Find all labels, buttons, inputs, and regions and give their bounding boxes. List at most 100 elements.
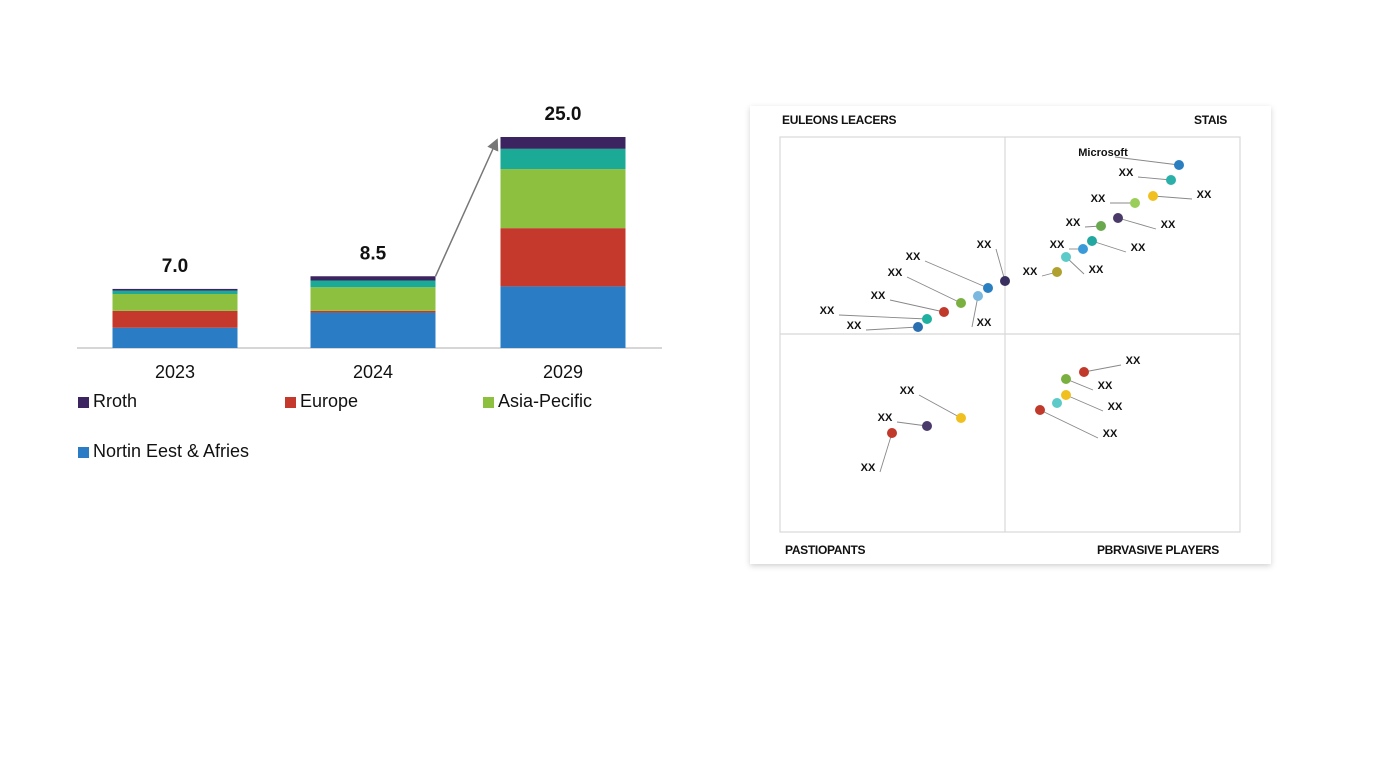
point	[1096, 221, 1106, 231]
legend-swatch	[78, 397, 89, 408]
connector	[924, 260, 989, 289]
legend-label: Nortin Eest & Afries	[93, 441, 249, 461]
point	[922, 421, 932, 431]
point	[973, 291, 983, 301]
legend-label: Asia-Pecific	[498, 391, 592, 411]
point	[1052, 398, 1062, 408]
bar-segment	[310, 280, 436, 288]
point-label: XX	[847, 320, 862, 332]
connector	[1065, 394, 1104, 412]
bar-segment	[500, 148, 626, 170]
bar-segment	[310, 276, 436, 281]
bar-segment	[310, 312, 436, 348]
point	[913, 322, 923, 332]
connector	[1039, 409, 1099, 439]
point	[1052, 267, 1062, 277]
bar-segment	[500, 228, 626, 287]
point-label: XX	[1131, 242, 1146, 254]
point	[1035, 405, 1045, 415]
point-label: XX	[1119, 167, 1134, 179]
x-tick-label: 2029	[543, 362, 583, 382]
growth-arrow	[434, 138, 499, 277]
point	[956, 298, 966, 308]
bar-segment	[310, 310, 436, 313]
total-label: 8.5	[360, 243, 387, 264]
point	[983, 283, 993, 293]
quadrant-label: PASTIOPANTS	[785, 543, 866, 557]
connector	[879, 432, 893, 473]
point-label: XX	[1091, 193, 1106, 205]
point-label: XX	[861, 462, 876, 474]
point	[1061, 252, 1071, 262]
quadrant-chart: EULEONS LEACERS STAIS PASTIOPANTS PBRVASIVE…	[750, 106, 1271, 564]
connector	[1137, 176, 1172, 181]
bar-segment	[112, 290, 238, 294]
bar-segment	[310, 287, 436, 311]
total-label: 7.0	[162, 256, 188, 277]
connector	[1091, 240, 1127, 253]
legend-swatch	[285, 397, 296, 408]
connector	[838, 314, 928, 320]
point	[1148, 191, 1158, 201]
point	[1000, 276, 1010, 286]
point-label: XX	[977, 317, 992, 329]
connector	[865, 326, 919, 331]
bar-segment	[112, 310, 238, 328]
bar-segment	[112, 293, 238, 311]
x-tick-label: 2024	[353, 362, 393, 382]
quadrant-label: EULEONS LEACERS	[782, 113, 896, 127]
total-label: 25.0	[545, 104, 582, 125]
point-label: XX	[1108, 401, 1123, 413]
bar-segment	[112, 327, 238, 348]
legend-swatch	[78, 447, 89, 458]
point-label: XX	[820, 305, 835, 317]
point-label: XX	[1197, 189, 1212, 201]
connector	[971, 295, 979, 328]
quadrant-panel	[750, 106, 1271, 564]
point	[1130, 198, 1140, 208]
connector	[995, 248, 1006, 282]
point-label: XX	[900, 385, 915, 397]
legend-label: Europe	[300, 391, 358, 411]
point	[1061, 374, 1071, 384]
point	[1087, 236, 1097, 246]
connector	[889, 299, 945, 313]
point	[956, 413, 966, 423]
point-label: XX	[1066, 217, 1081, 229]
point-label: XX	[1023, 266, 1038, 278]
point-label: Microsoft	[1078, 147, 1128, 159]
connector	[918, 394, 962, 419]
point-label: XX	[1161, 219, 1176, 231]
point-label: XX	[1050, 239, 1065, 251]
legend-swatch	[483, 397, 494, 408]
connector	[896, 421, 928, 427]
bar-chart: 2023 7.0 2024 8.5 2029 25.0 Rroth Europe Asia-Pe…	[77, 104, 662, 461]
point-label: XX	[977, 239, 992, 251]
x-tick-label: 2023	[155, 362, 195, 382]
point	[1113, 213, 1123, 223]
point-label: XX	[1089, 264, 1104, 276]
connector	[1117, 217, 1157, 230]
point-label: XX	[878, 412, 893, 424]
connector	[1152, 195, 1193, 200]
connector	[906, 276, 962, 304]
connector	[1083, 364, 1122, 373]
point	[1174, 160, 1184, 170]
point	[1166, 175, 1176, 185]
bar-segment	[500, 169, 626, 229]
point	[922, 314, 932, 324]
point	[1079, 367, 1089, 377]
legend-label: Rroth	[93, 391, 137, 411]
quadrant-label: STAIS	[1194, 113, 1227, 127]
point-label: XX	[906, 251, 921, 263]
bar-segment	[112, 288, 238, 291]
bar-segment	[500, 286, 626, 348]
point	[1061, 390, 1071, 400]
bar-segment	[500, 137, 626, 149]
point	[887, 428, 897, 438]
point-label: XX	[888, 267, 903, 279]
point-label: XX	[1126, 355, 1141, 367]
connector	[1114, 156, 1180, 166]
point	[1078, 244, 1088, 254]
